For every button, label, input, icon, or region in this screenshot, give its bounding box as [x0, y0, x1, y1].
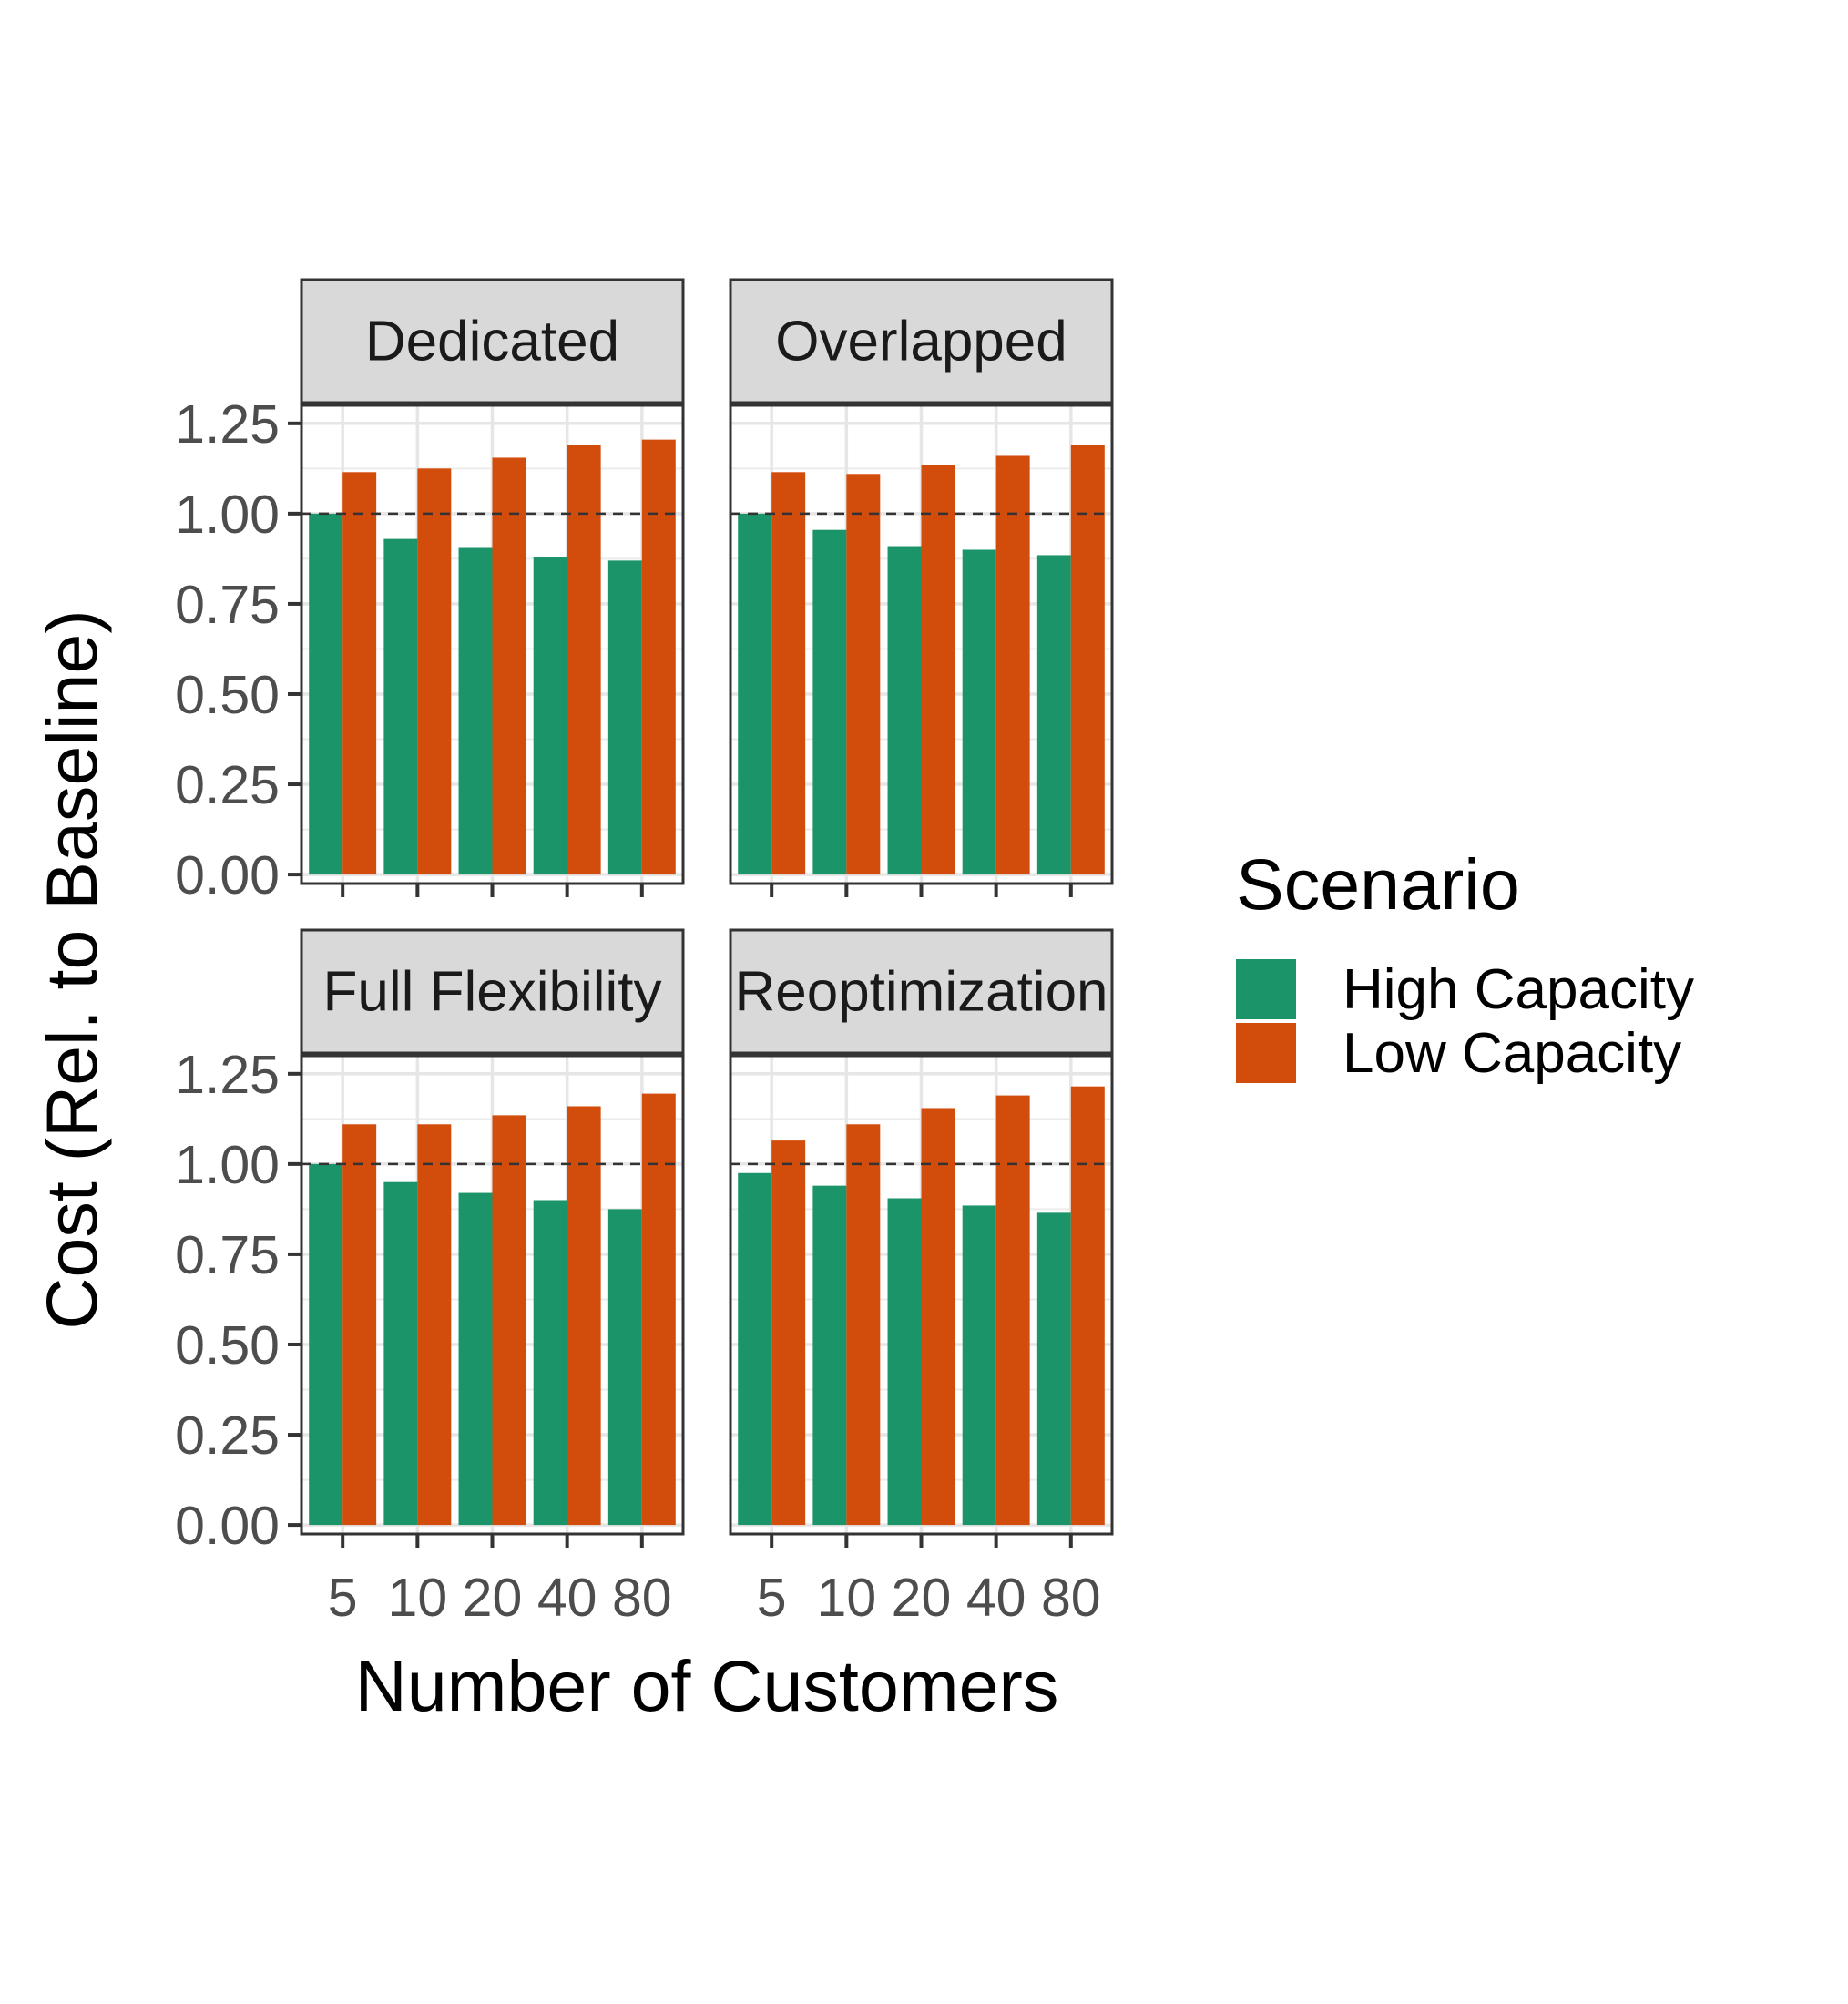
x-tick-label: 10 [388, 1568, 448, 1628]
y-tick-label: 0.25 [175, 1406, 280, 1466]
legend-key-high-capacity [1236, 959, 1296, 1019]
bar-high-capacity-80 [1036, 1212, 1071, 1526]
bar-low-capacity-20 [492, 1115, 526, 1526]
panels: Dedicated 0.00 0.25 0.50 0.75 1.00 1.25 Overlap… [175, 278, 1114, 1556]
bar-low-capacity-40 [567, 1106, 601, 1526]
panel-title: Dedicated [365, 311, 619, 373]
bar-low-capacity-10 [846, 474, 881, 875]
legend-label-high-capacity: High Capacity [1343, 958, 1694, 1021]
bar-high-capacity-10 [812, 529, 847, 875]
x-tick-label: 80 [1041, 1568, 1101, 1628]
y-tick-label: 0.75 [175, 1225, 280, 1285]
bar-high-capacity-40 [533, 557, 567, 875]
y-tick-label: 0.25 [175, 755, 280, 815]
y-tick-label: 1.00 [175, 485, 280, 545]
x-axis-title: Number of Customers [355, 1645, 1059, 1726]
bar-high-capacity-40 [962, 1205, 996, 1526]
bar-low-capacity-5 [771, 472, 806, 875]
bar-low-capacity-10 [846, 1124, 881, 1526]
bar-low-capacity-5 [771, 1140, 806, 1526]
bar-high-capacity-20 [887, 1198, 922, 1526]
bar-high-capacity-80 [1036, 555, 1071, 875]
bar-high-capacity-40 [533, 1200, 567, 1526]
bar-high-capacity-5 [738, 513, 772, 875]
y-tick-label: 0.75 [175, 575, 280, 635]
x-tick-label: 5 [328, 1568, 358, 1628]
bar-high-capacity-10 [812, 1185, 847, 1526]
bar-low-capacity-80 [1070, 1086, 1105, 1526]
bar-low-capacity-80 [1070, 445, 1105, 875]
bar-low-capacity-20 [921, 465, 955, 875]
x-tick-label: 80 [612, 1568, 672, 1628]
bar-low-capacity-40 [995, 455, 1030, 875]
bar-high-capacity-80 [607, 560, 642, 875]
bar-low-capacity-5 [342, 472, 377, 875]
y-tick-label: 1.25 [175, 1045, 280, 1105]
y-tick-label: 0.50 [175, 1315, 280, 1375]
bar-low-capacity-20 [492, 457, 526, 875]
bar-high-capacity-20 [458, 547, 493, 875]
y-tick-label: 1.00 [175, 1135, 280, 1195]
bar-low-capacity-20 [921, 1108, 955, 1526]
panel-full-flexibility: Full Flexibility 0.00 0.25 0.50 0.75 1.00 1.25 [175, 928, 685, 1556]
panel-strip [300, 928, 685, 1055]
bar-high-capacity-5 [309, 513, 343, 875]
panel-title: Full Flexibility [322, 961, 661, 1024]
bar-high-capacity-10 [383, 1181, 418, 1526]
x-tick-label: 40 [537, 1568, 597, 1628]
y-tick-label: 0.00 [175, 1496, 280, 1556]
bar-high-capacity-80 [607, 1209, 642, 1526]
panel-overlapped: Overlapped [729, 278, 1114, 897]
bar-low-capacity-40 [567, 445, 601, 875]
bar-high-capacity-10 [383, 538, 418, 875]
panel-reoptimization: Reoptimization [729, 928, 1114, 1548]
bar-low-capacity-10 [417, 468, 452, 875]
bar-high-capacity-5 [738, 1172, 772, 1526]
bar-high-capacity-20 [887, 546, 922, 875]
x-tick-label: 40 [966, 1568, 1026, 1628]
panel-title: Reoptimization [734, 961, 1108, 1024]
legend-label-low-capacity: Low Capacity [1343, 1022, 1681, 1085]
x-tick-label: 5 [757, 1568, 787, 1628]
panel-strip [729, 928, 1114, 1055]
y-tick-label: 0.00 [175, 845, 280, 905]
bar-high-capacity-20 [458, 1192, 493, 1526]
y-tick-label: 1.25 [175, 394, 280, 455]
bar-low-capacity-5 [342, 1124, 377, 1526]
bar-low-capacity-10 [417, 1124, 452, 1526]
x-tick-label: 20 [892, 1568, 952, 1628]
legend-title: Scenario [1236, 844, 1520, 925]
y-tick-label: 0.50 [175, 665, 280, 725]
panel-title: Overlapped [775, 311, 1067, 373]
x-tick-label: 10 [817, 1568, 877, 1628]
bar-low-capacity-80 [641, 439, 676, 875]
x-tick-label: 20 [463, 1568, 523, 1628]
bar-high-capacity-40 [962, 549, 996, 875]
bar-low-capacity-40 [995, 1095, 1030, 1526]
bar-low-capacity-80 [641, 1093, 676, 1526]
panel-strip [729, 278, 1114, 404]
y-axis-title: Cost (Rel. to Baseline) [31, 609, 112, 1329]
bar-high-capacity-5 [309, 1163, 343, 1526]
panel-dedicated: Dedicated 0.00 0.25 0.50 0.75 1.00 1.25 [175, 278, 685, 905]
panel-strip [300, 278, 685, 404]
legend-key-low-capacity [1236, 1023, 1296, 1083]
